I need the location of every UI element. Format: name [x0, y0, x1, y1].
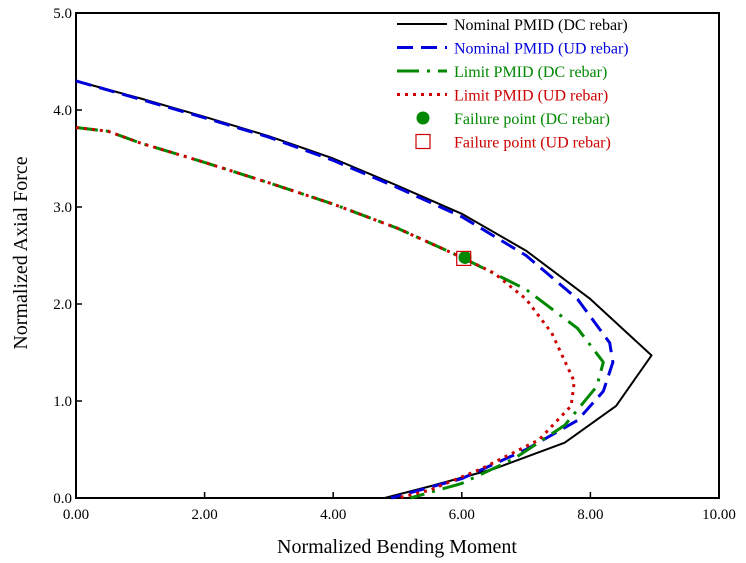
y-tick-label: 3.0 [53, 200, 72, 216]
legend: Nominal PMID (DC rebar) Nominal PMID (UD … [397, 17, 629, 152]
plot-area-frame [75, 12, 720, 499]
marker-layer [456, 250, 472, 267]
x-tick-label: 6.00 [449, 507, 475, 523]
x-axis-title: Normalized Bending Moment [277, 536, 517, 558]
failure-point-dc-marker [458, 250, 472, 264]
y-tick-label: 1.0 [53, 394, 72, 410]
legend-marker-swatch [415, 133, 431, 150]
legend-marker-swatch [416, 111, 430, 125]
legend-label: Limit PMID (UD rebar) [454, 88, 608, 105]
y-tick-label: 0.0 [53, 491, 72, 507]
series-line-4 [75, 126, 576, 500]
legend-label: Failure point (DC rebar) [454, 111, 610, 128]
legend-label: Failure point (UD rebar) [454, 135, 611, 152]
y-tick-label: 4.0 [53, 103, 72, 119]
series-line-2 [75, 79, 615, 500]
series-line-3 [75, 126, 605, 500]
x-tick-label: 10.00 [702, 507, 736, 523]
x-tick-label: 8.00 [577, 507, 603, 523]
y-tick-label: 2.0 [53, 297, 72, 313]
y-tick-label: 5.0 [53, 6, 72, 22]
x-tick-label: 4.00 [320, 507, 346, 523]
series-layer [75, 79, 653, 500]
x-axis-ticks: 0.00 2.00 4.00 6.00 8.00 10.00 [63, 492, 736, 523]
legend-label: Nominal PMID (DC rebar) [454, 17, 628, 34]
legend-label: Nominal PMID (UD rebar) [454, 41, 629, 58]
y-axis-ticks: 0.0 1.0 2.0 3.0 4.0 5.0 [53, 6, 82, 507]
failure-point-ud-marker [456, 250, 472, 267]
legend-label: Limit PMID (DC rebar) [454, 64, 607, 81]
x-tick-label: 0.00 [63, 507, 89, 523]
x-tick-label: 2.00 [191, 507, 217, 523]
y-axis-title: Normalized Axial Force [10, 156, 32, 349]
